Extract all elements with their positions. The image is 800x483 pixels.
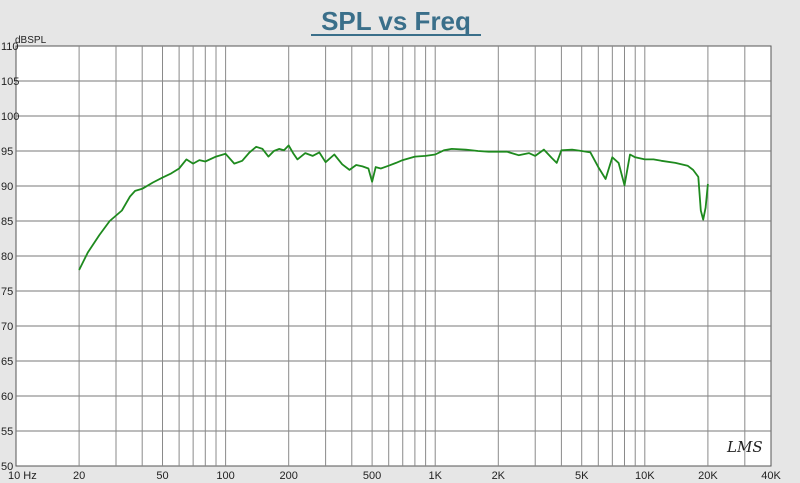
grid [16,46,771,466]
x-tick-label: 5K [575,470,589,482]
y-axis-label: dBSPL [15,35,47,46]
y-tick-label: 100 [1,111,19,123]
x-tick-label: 1K [428,470,442,482]
y-tick-label: 50 [1,461,13,473]
x-tick-labels: 10 Hz 20 50 100 200 500 1K 2K 5K 10K 20K 40K [8,470,781,482]
y-tick-labels: 110 105 100 95 90 85 80 75 70 65 60 55 50 [1,41,19,473]
x-tick-label: 200 [280,470,298,482]
x-tick-label: 10 Hz [8,470,37,482]
y-tick-label: 65 [1,356,13,368]
x-tick-label: 10K [635,470,655,482]
y-tick-label: 80 [1,251,13,263]
series-layer [78,144,709,271]
x-tick-label: 500 [363,470,381,482]
x-tick-label: 2K [492,470,506,482]
y-tick-label: 95 [1,146,13,158]
x-tick-label: 100 [216,470,234,482]
y-tick-label: 75 [1,286,13,298]
y-tick-label: 85 [1,216,13,228]
y-tick-label: 55 [1,426,13,438]
x-tick-label: 20 [73,470,85,482]
lms-watermark: LMS [726,438,763,456]
y-tick-label: 60 [1,391,13,403]
y-tick-label: 70 [1,321,13,333]
x-tick-label: 20K [698,470,718,482]
spl-curve [78,144,709,271]
y-tick-label: 90 [1,181,13,193]
x-tick-label: 40K [761,470,781,482]
chart-title: SPL vs Freq [321,6,471,36]
x-tick-label: 50 [156,470,168,482]
y-tick-label: 110 [1,41,19,53]
y-tick-label: 105 [1,76,19,88]
